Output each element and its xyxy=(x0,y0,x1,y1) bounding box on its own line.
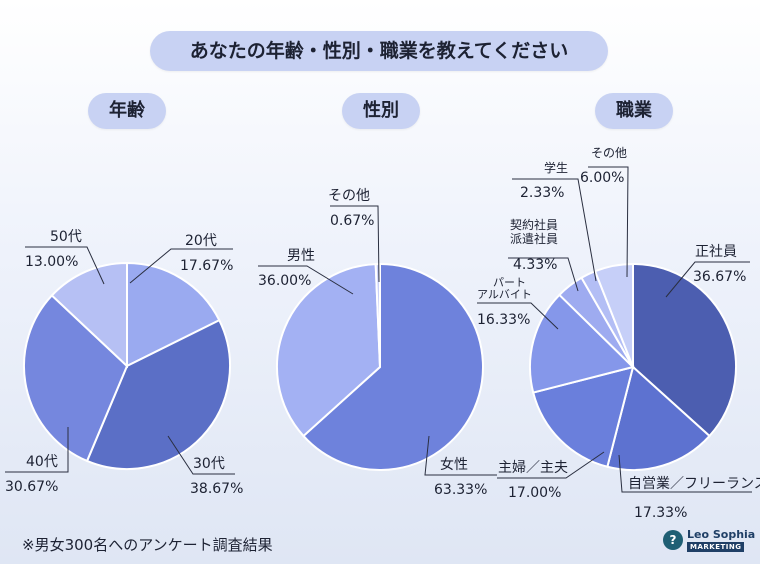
job-label-freelance: 自営業／フリーランス xyxy=(628,476,760,492)
pie-age-slice-1 xyxy=(85,318,231,470)
pie-job xyxy=(529,262,737,471)
age-pct-20: 17.67% xyxy=(180,258,233,274)
pie-job-slice-3 xyxy=(529,293,635,394)
survey-note: ※男女300名へのアンケート調査結果 xyxy=(22,536,273,554)
age-pct-50: 13.00% xyxy=(25,254,78,270)
job-pct-regular: 36.67% xyxy=(693,269,746,285)
age-label-50: 50代 xyxy=(50,229,82,245)
section-title-gender: 性別 xyxy=(342,93,420,129)
gender-pct-other: 0.67% xyxy=(330,213,374,229)
pie-gender xyxy=(275,262,484,471)
age-label-20: 20代 xyxy=(185,233,217,249)
job-pct-homemaker: 17.00% xyxy=(508,485,561,501)
pie-age-slice-3 xyxy=(50,261,128,369)
pie-job-slice-1 xyxy=(606,365,711,471)
pie-job-slice-0 xyxy=(632,262,737,438)
brand-logo: ? Leo Sophia MARKETING xyxy=(663,528,756,554)
age-label-40: 40代 xyxy=(26,454,58,470)
job-label-contract-1: 契約社員 xyxy=(510,217,558,232)
age-label-30: 30代 xyxy=(193,456,225,472)
job-pct-contract: 4.33% xyxy=(513,257,557,273)
gender-label-female: 女性 xyxy=(440,456,468,473)
job-label-student: 学生 xyxy=(544,160,568,175)
pie-age xyxy=(23,261,231,470)
job-label-contract-2: 派遣社員 xyxy=(510,231,558,246)
gender-label-male: 男性 xyxy=(287,248,315,264)
gender-label-other: その他 xyxy=(328,188,370,204)
logo-icon: ? xyxy=(663,530,683,550)
job-label-parttime-1: パート xyxy=(493,276,526,289)
section-title-job: 職業 xyxy=(595,93,673,129)
pie-gender-slice-1 xyxy=(275,263,382,438)
logo-name: Leo Sophia xyxy=(687,528,756,541)
page-title: あなたの年齢・性別・職業を教えてください xyxy=(150,31,608,71)
pie-job-slice-6 xyxy=(593,262,634,368)
leader-lines xyxy=(5,166,752,493)
pie-gender-slice-0 xyxy=(302,262,484,471)
pie-job-slice-2 xyxy=(532,365,635,468)
pie-gender-slice-2 xyxy=(374,262,381,368)
job-label-regular: 正社員 xyxy=(695,244,737,260)
job-label-homemaker: 主婦／主夫 xyxy=(498,459,568,476)
gender-pct-male: 36.00% xyxy=(258,273,311,289)
job-pct-student: 2.33% xyxy=(520,185,564,201)
section-title-age: 年齢 xyxy=(88,93,166,129)
age-pct-30: 38.67% xyxy=(190,481,243,497)
job-pct-other: 6.00% xyxy=(580,170,624,186)
logo-sub: MARKETING xyxy=(687,542,745,552)
job-label-other: その他 xyxy=(591,146,627,160)
job-pct-parttime: 16.33% xyxy=(477,312,530,328)
job-label-parttime-2: アルバイト xyxy=(477,288,532,301)
job-pct-freelance: 17.33% xyxy=(634,505,687,521)
age-pct-40: 30.67% xyxy=(5,479,58,495)
pie-age-slice-0 xyxy=(126,261,221,368)
gender-pct-female: 63.33% xyxy=(434,482,487,498)
